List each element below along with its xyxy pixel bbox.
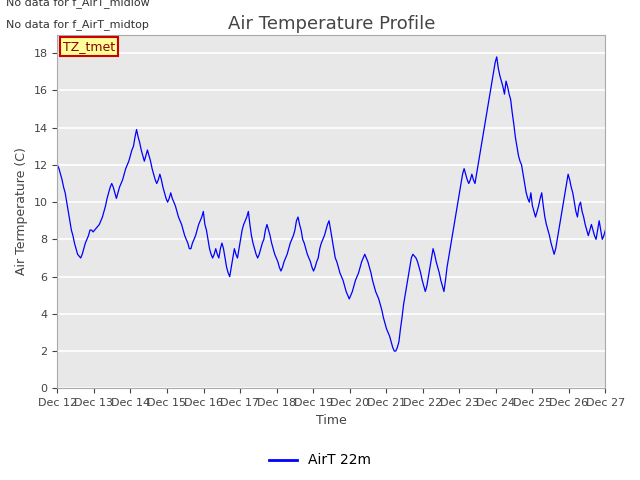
Y-axis label: Air Termperature (C): Air Termperature (C) — [15, 147, 28, 276]
Text: No data for f_AirT_midlow: No data for f_AirT_midlow — [6, 0, 150, 8]
Text: TZ_tmet: TZ_tmet — [63, 40, 115, 53]
X-axis label: Time: Time — [316, 414, 347, 427]
Title: Air Temperature Profile: Air Temperature Profile — [228, 15, 435, 33]
Text: No data for f_AirT_midtop: No data for f_AirT_midtop — [6, 19, 149, 30]
Legend: AirT 22m: AirT 22m — [264, 448, 376, 473]
